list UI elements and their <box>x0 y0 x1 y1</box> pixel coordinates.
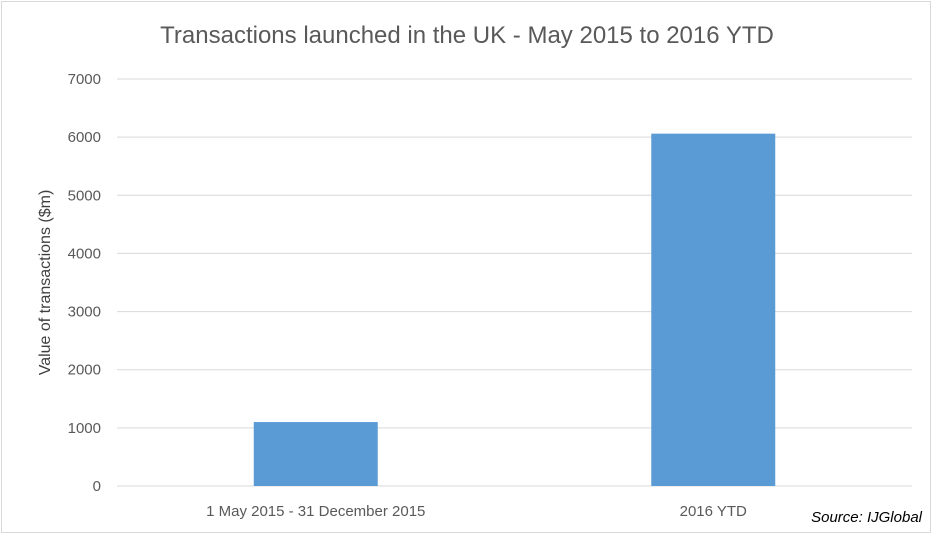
y-tick-label: 5000 <box>68 187 101 204</box>
y-tick-label: 3000 <box>68 304 101 321</box>
gridlines <box>117 78 912 487</box>
bar <box>651 133 776 486</box>
y-tick-label: 7000 <box>68 71 101 88</box>
y-tick-label: 6000 <box>68 129 101 146</box>
y-axis-title: Value of transactions ($m) <box>37 190 54 376</box>
bar <box>253 422 378 486</box>
chart-frame: Transactions launched in the UK - May 20… <box>1 1 931 533</box>
y-tick-label: 1000 <box>68 420 101 437</box>
bars <box>253 133 776 486</box>
chart-title: Transactions launched in the UK - May 20… <box>160 22 774 49</box>
y-tick-label: 4000 <box>68 245 101 262</box>
y-axis-ticks: 0 1000 2000 3000 4000 5000 6000 7000 <box>68 71 101 495</box>
y-tick-label: 0 <box>93 478 101 495</box>
y-tick-label: 2000 <box>68 362 101 379</box>
x-tick-label: 2016 YTD <box>680 503 747 520</box>
chart-plot: 0 1000 2000 3000 4000 5000 6000 7000 1 May 2015… <box>37 71 912 520</box>
x-tick-label: 1 May 2015 - 31 December 2015 <box>206 503 425 520</box>
x-axis-ticks: 1 May 2015 - 31 December 2015 2016 YTD <box>206 503 747 520</box>
source-note: Source: IJGlobal <box>811 509 922 526</box>
